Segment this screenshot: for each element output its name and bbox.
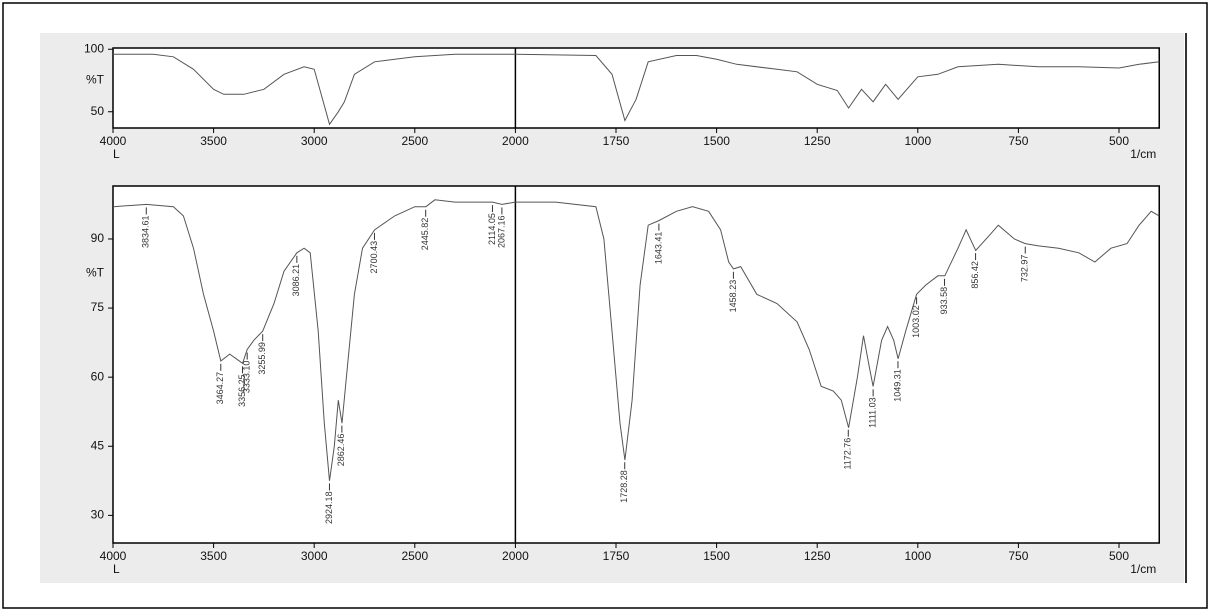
peak-label: 1172.76 [843,438,853,470]
y-tick-label: 45 [91,438,105,452]
y-tick-label: 100 [84,41,104,55]
x-axis-label: 1/cm [1130,147,1156,161]
peak-label: 1728.28 [619,470,629,503]
peak-label: 933.58 [939,287,949,315]
x-tick-label: 2500 [401,134,428,148]
spectrum-line [113,53,1160,126]
peak-label: 2700.43 [369,241,379,274]
x-tick-label: 750 [1008,549,1028,563]
x-tick-label: 1750 [603,549,630,563]
x-tick-label: 1250 [804,134,831,148]
x-tick-label: 3500 [200,549,227,563]
peak-label: 2445.82 [420,218,430,251]
x-tick-label: 2500 [401,549,428,563]
peak-label: 2862.46 [336,434,346,467]
x-tick-label: 4000 [100,134,127,148]
peak-label: 3464.27 [215,372,225,405]
peak-label: 3255.99 [257,342,267,375]
y-tick-label: 90 [91,231,105,245]
peak-label: 2924.18 [324,491,334,524]
peak-label: 856.42 [970,261,980,289]
x-tick-label: 4000 [100,549,127,563]
x-tick-label: 1750 [603,134,630,148]
x-tick-label: 3500 [200,134,227,148]
y-tick-label: 75 [91,300,105,314]
x-tick-label: 2000 [502,549,529,563]
peak-label: 1049.31 [892,369,902,402]
peak-label: 1003.02 [911,305,921,338]
y-tick-label: 30 [91,508,105,522]
x-tick-label: 1500 [703,134,730,148]
x-tick-label: 1500 [703,549,730,563]
y-tick-label: 50 [91,104,105,118]
peak-label: 3333.10 [242,361,252,394]
plot-area [112,185,1160,544]
plot-area [112,47,1160,129]
x-tick-label: 1250 [804,549,831,563]
peak-label: 3834.61 [141,215,151,248]
y-tick-label: 60 [91,369,105,383]
x-axis-label: 1/cm [1130,562,1156,576]
x-tick-label: 1000 [904,549,931,563]
x-tick-label: 2000 [502,134,529,148]
x-tick-label: 3000 [301,134,328,148]
peak-label: 1111.03 [867,397,877,428]
x-note: L [113,147,120,161]
spectrum-line [112,199,1160,481]
peak-label: 732.97 [1020,255,1030,283]
x-note: L [113,562,120,576]
y-axis-label: %T [86,266,105,280]
x-tick-label: 3000 [301,549,328,563]
peak-label: 1643.41 [653,232,663,265]
peak-label: 1458.23 [728,280,738,313]
peak-label: 3086.21 [291,264,301,297]
peak-label: 3356.25 [237,374,247,407]
x-tick-label: 500 [1109,134,1129,148]
peak-label: 2114.05 [487,213,497,245]
y-axis-label: %T [86,73,105,87]
x-tick-label: 500 [1109,549,1129,563]
peak-label: 2067.16 [496,215,506,248]
x-tick-label: 750 [1008,134,1028,148]
x-tick-label: 1000 [904,134,931,148]
